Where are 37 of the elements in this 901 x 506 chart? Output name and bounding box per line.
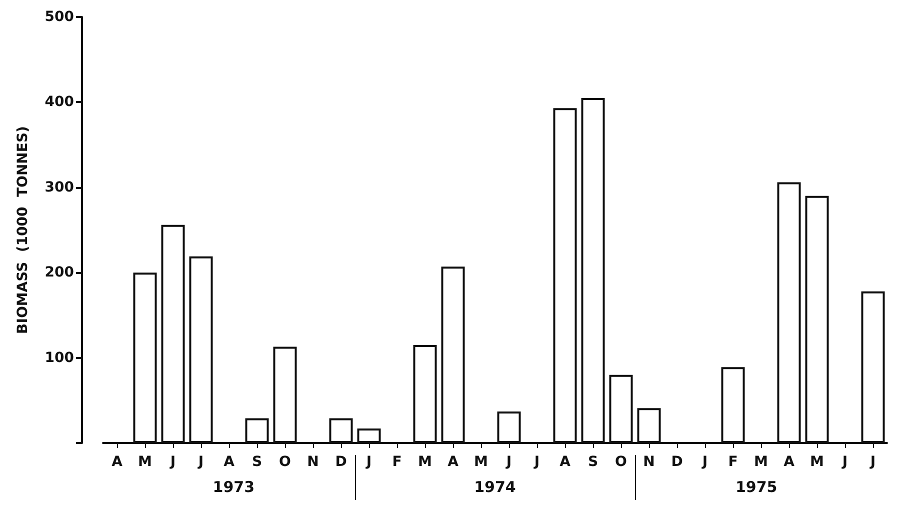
- x-tick-label: J: [197, 454, 204, 470]
- y-axis-title: BIOMASS (1000 TONNES): [15, 126, 31, 334]
- x-tick-label: J: [505, 454, 512, 470]
- text: 1973: [212, 478, 255, 496]
- x-tick-label: M: [418, 454, 432, 470]
- x-tick-label: O: [279, 454, 292, 470]
- x-tick-label: J: [169, 454, 176, 470]
- x-tick-label: A: [448, 454, 459, 470]
- text: 1975: [735, 478, 778, 496]
- x-tick-label: D: [671, 454, 683, 470]
- x-tick-label: O: [615, 454, 628, 470]
- x-tick-label: J: [841, 454, 848, 470]
- text: 1974: [474, 478, 516, 496]
- x-tick-label: M: [474, 454, 488, 470]
- x-tick-label: A: [784, 454, 795, 470]
- x-tick-label: M: [754, 454, 768, 470]
- x-tick-label: S: [588, 454, 598, 470]
- y-tick-label: 400: [44, 94, 74, 110]
- x-tick-label: S: [252, 454, 262, 470]
- x-tick-label: J: [365, 454, 372, 470]
- x-tick-label: M: [810, 454, 824, 470]
- x-tick-label: A: [224, 454, 235, 470]
- x-tick-label: D: [335, 454, 347, 470]
- x-tick-label: J: [869, 454, 876, 470]
- y-tick-label: 100: [44, 350, 74, 366]
- y-tick-label: 500: [44, 9, 74, 25]
- x-tick-label: N: [307, 454, 319, 470]
- y-tick-label: 200: [44, 264, 74, 281]
- x-tick-label: M: [138, 454, 152, 470]
- x-tick-label: A: [560, 454, 571, 470]
- x-tick-label: J: [701, 454, 708, 470]
- y-tick-label: 300: [44, 179, 74, 196]
- x-tick-label: J: [533, 454, 540, 470]
- x-tick-label: F: [392, 454, 402, 470]
- x-tick-label: A: [112, 454, 123, 470]
- x-tick-label: F: [728, 454, 738, 470]
- x-tick-label: N: [643, 454, 655, 470]
